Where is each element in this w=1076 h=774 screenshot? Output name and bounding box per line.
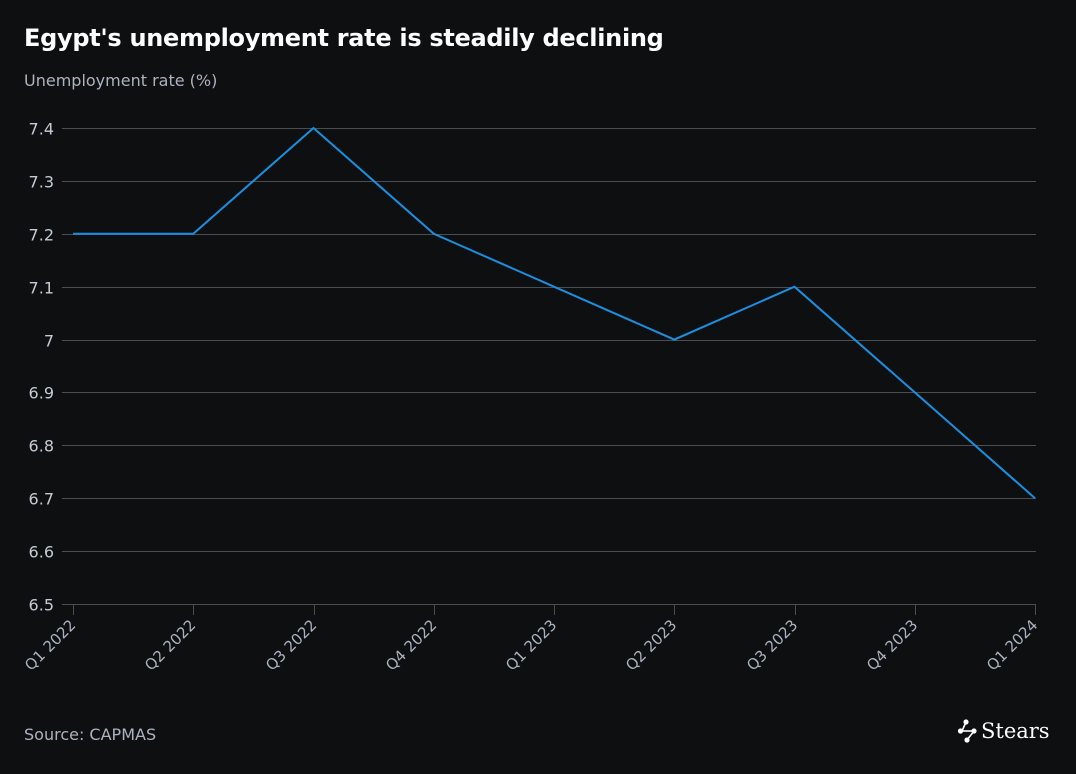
x-tick-label: Q4 2022 xyxy=(382,616,440,674)
x-tick-label: Q1 2022 xyxy=(21,616,79,674)
y-tick-label: 7.4 xyxy=(29,120,54,139)
x-tick-label: Q1 2023 xyxy=(502,616,560,674)
y-tick-label: 6.6 xyxy=(29,543,54,562)
y-tick-label: 6.7 xyxy=(29,490,54,509)
x-tick-label: Q1 2024 xyxy=(983,616,1041,674)
y-tick-label: 6.8 xyxy=(29,437,54,456)
y-tick-label: 7.3 xyxy=(29,173,54,192)
y-tick-label: 6.9 xyxy=(29,384,54,403)
x-tick-label: Q2 2022 xyxy=(141,616,199,674)
x-tick-label: Q4 2023 xyxy=(863,616,921,674)
x-axis: Q1 2022 Q2 2022 Q3 2022 Q4 2022 Q1 2023 Q2 20… xyxy=(21,604,1041,674)
x-tick-label: Q2 2023 xyxy=(622,616,680,674)
x-tick-label: Q3 2022 xyxy=(262,616,320,674)
x-tick-label: Q3 2023 xyxy=(743,616,801,674)
network-nodes-icon xyxy=(957,719,977,743)
y-tick-label: 7 xyxy=(44,332,54,351)
chart-title: Egypt's unemployment rate is steadily de… xyxy=(24,24,664,52)
y-tick-label: 7.2 xyxy=(29,226,54,245)
unemployment-line xyxy=(73,126,1036,499)
source-note: Source: CAPMAS xyxy=(24,725,157,744)
brand-name: Stears xyxy=(981,719,1050,743)
y-tick-label: 6.5 xyxy=(29,596,54,615)
y-tick-label: 7.1 xyxy=(29,279,54,298)
gridlines xyxy=(62,128,1036,605)
stears-logo: Stears xyxy=(957,719,1050,743)
chart-subtitle: Unemployment rate (%) xyxy=(24,71,218,90)
y-axis: 7.4 7.3 7.2 7.1 7 6.9 6.8 6.7 6.6 6.5 xyxy=(29,120,54,615)
